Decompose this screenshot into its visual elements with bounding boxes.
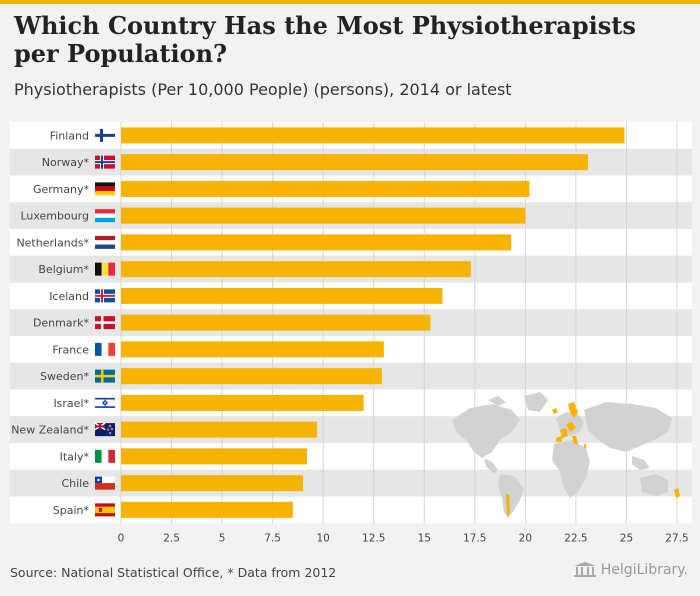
bar-chile [121,475,303,492]
x-tick-label: 22.5 [564,532,587,544]
map-highlight [566,422,576,432]
category-label: Israel* [53,397,89,410]
map-highlight [552,408,558,414]
map-landmass [484,458,498,474]
category-label: Finland [50,129,89,142]
germany-flag-icon [95,182,115,196]
category-label: Denmark* [33,317,90,330]
map-landmass [524,392,548,412]
italy-flag-icon [95,449,115,463]
bar-norway [121,154,589,171]
map-highlight [572,436,578,444]
bar-sweden [121,368,382,385]
category-label: New Zealand* [11,424,89,437]
category-label: Luxembourg [20,210,89,223]
bar-spain [121,501,293,518]
map-highlight [560,428,568,438]
map-highlight [556,436,562,442]
source-note: Source: National Statistical Office, * D… [10,565,337,580]
map-landmass [552,440,590,498]
map-landmass [452,404,520,458]
x-tick-label: 20 [519,532,532,544]
map-highlight [584,444,586,448]
map-landmass [584,402,672,452]
chile-flag-icon [95,476,115,490]
top-accent-bar [0,0,700,4]
israel-flag-icon [95,396,115,410]
france-flag-icon [95,342,115,356]
bar-germany [121,180,530,197]
x-tick-label: 27.5 [665,532,688,544]
bar-iceland [121,287,443,304]
map-landmass [498,474,524,518]
belgium-flag-icon [95,262,115,276]
x-tick-label: 12.5 [362,532,385,544]
category-label: France [52,343,89,356]
logo-text: HelgiLibrary. [600,562,688,578]
spain-flag-icon [95,503,115,517]
x-tick-label: 10 [316,532,329,544]
map-landmass [632,456,650,470]
category-label: Chile [61,477,89,490]
bar-italy [121,448,308,465]
bar-france [121,341,384,358]
luxembourg-flag-icon [95,209,115,223]
map-landmass [640,474,668,496]
library-building-icon [573,562,596,577]
map-highlight [674,488,680,498]
iceland-flag-icon [95,289,115,303]
bar-israel [121,394,364,411]
x-tick-label: 15 [418,532,431,544]
x-tick-label: 17.5 [463,532,486,544]
bar-new-zealand [121,421,318,438]
x-tick-label: 7.5 [264,532,281,544]
chart-title: Which Country Has the Most Physiotherapi… [14,11,636,68]
finland-flag-icon [95,128,115,142]
category-label: Iceland [49,290,89,303]
new-zealand-flag-icon [94,422,115,437]
category-label: Netherlands* [16,236,89,249]
norway-flag-icon [95,155,115,169]
category-label: Italy* [60,450,90,463]
denmark-flag-icon [95,316,115,330]
netherlands-flag-icon [95,235,115,249]
chart-subtitle: Physiotherapists (Per 10,000 People) (pe… [14,80,512,99]
x-tick-label: 5 [219,532,226,544]
map-highlight [506,494,510,516]
bar-netherlands [121,234,512,251]
bar-denmark [121,314,431,331]
sweden-flag-icon [95,369,115,383]
bar-chart: Finland Norway* Germany* Luxembourg Netherla… [10,122,692,544]
helgilibrary-logo: HelgiLibrary. [573,562,688,578]
map-landmass [488,396,506,406]
category-label: Germany* [33,183,90,196]
x-tick-label: 0 [118,532,125,544]
bar-luxembourg [121,207,526,224]
bar-finland [121,127,625,144]
category-label: Belgium* [38,263,89,276]
category-label: Norway* [42,156,90,169]
x-tick-label: 2.5 [163,532,180,544]
x-tick-label: 25 [620,532,633,544]
category-label: Sweden* [40,370,89,383]
bar-belgium [121,261,471,278]
category-label: Spain* [53,504,90,517]
world-map-icon [452,392,680,518]
map-highlight [568,402,578,418]
